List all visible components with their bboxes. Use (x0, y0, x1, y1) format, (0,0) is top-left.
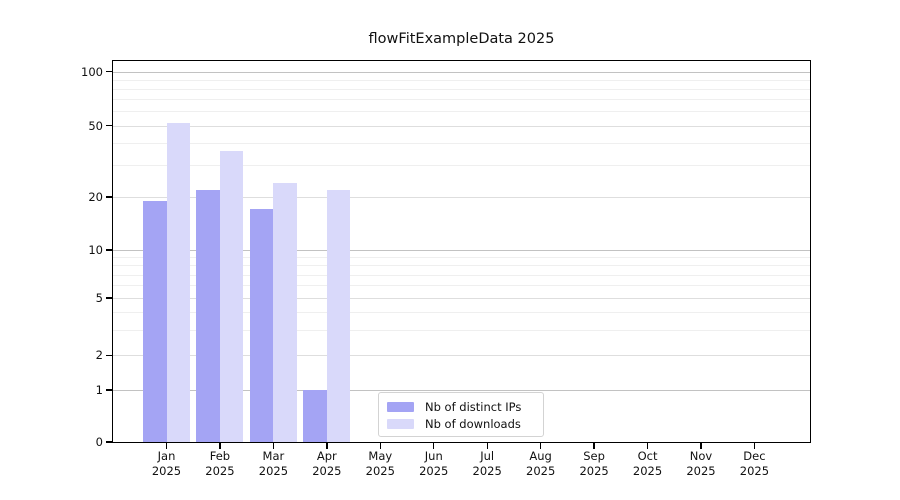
x-tick-apr (326, 443, 328, 449)
x-tick-mar (272, 443, 275, 449)
y-tick-10 (106, 249, 112, 251)
gridline-minor (113, 265, 810, 267)
x-tick-label-nov: Nov 2025 (686, 449, 716, 478)
legend: Nb of distinct IPs Nb of downloads (378, 392, 544, 437)
bar-jan-downloads (166, 122, 190, 442)
x-tick-nov (700, 443, 702, 449)
x-tick-label-may: May 2025 (365, 449, 395, 478)
y-tick-label-1: 1 (95, 382, 103, 397)
y-tick-20 (106, 196, 112, 198)
x-tick-label-aug: Aug 2025 (526, 449, 556, 478)
legend-swatch-distinct-ips (387, 401, 414, 412)
x-tick-may (379, 443, 381, 449)
y-tick-50 (106, 124, 112, 127)
y-tick-100 (106, 70, 112, 73)
y-tick-label-2: 2 (95, 348, 103, 363)
x-tick-feb (219, 443, 221, 449)
x-tick-label-apr: Apr 2025 (312, 449, 342, 478)
gridline-50 (113, 125, 810, 127)
x-tick-label-feb: Feb 2025 (205, 449, 235, 478)
plot-area (112, 60, 811, 443)
gridline-100 (113, 71, 810, 73)
gridline-1 (113, 389, 810, 391)
x-tick-label-oct: Oct 2025 (632, 449, 663, 478)
y-tick-label-0: 0 (95, 435, 103, 449)
bar-feb-downloads (219, 151, 244, 442)
legend-label-distinct-ips: Nb of distinct IPs (425, 399, 522, 414)
y-tick-5 (106, 297, 112, 299)
legend-entry-downloads: Nb of downloads (387, 416, 534, 432)
gridline-5 (113, 298, 810, 300)
y-tick-label-100: 100 (81, 64, 103, 79)
gridline-minor (113, 79, 810, 81)
x-tick-label-dec: Dec 2025 (739, 449, 770, 478)
gridline-minor (113, 274, 810, 276)
x-tick-label-jul: Jul 2025 (472, 449, 502, 478)
chart-title: flowFitExampleData 2025 (368, 31, 555, 47)
legend-swatch-downloads (387, 418, 414, 429)
legend-label-downloads: Nb of downloads (425, 416, 521, 431)
gridline-minor (113, 89, 810, 91)
bar-apr-downloads (326, 189, 351, 442)
gridline-minor (113, 143, 810, 145)
x-tick-dec (753, 443, 756, 449)
x-tick-sep (593, 443, 595, 449)
y-tick-2 (106, 354, 112, 357)
x-tick-jan (165, 443, 168, 449)
gridline-minor (113, 257, 810, 259)
y-tick-1 (106, 389, 112, 391)
gridline-minor (113, 285, 810, 287)
gridline-2 (113, 355, 810, 357)
x-tick-label-mar: Mar 2025 (258, 449, 289, 478)
y-tick-label-20: 20 (88, 189, 103, 204)
gridline-minor (113, 111, 810, 113)
bar-mar-downloads (273, 182, 297, 442)
gridline-20 (113, 196, 810, 198)
x-tick-jun (433, 443, 435, 449)
x-tick-aug (539, 443, 542, 449)
bar-feb-distinct-ips (196, 189, 220, 442)
y-tick-0 (106, 441, 112, 443)
x-tick-oct (646, 443, 649, 449)
gridline-minor (113, 165, 810, 167)
x-tick-label-jan: Jan 2025 (151, 449, 182, 478)
bar-mar-distinct-ips (249, 209, 274, 442)
x-tick-jul (486, 443, 488, 449)
gridline-minor (113, 330, 810, 332)
bar-apr-distinct-ips (303, 389, 327, 442)
gridline-minor (113, 312, 810, 314)
y-tick-label-5: 5 (95, 291, 103, 306)
legend-entry-distinct-ips: Nb of distinct IPs (387, 399, 534, 415)
gridline-minor (113, 99, 810, 101)
bar-jan-distinct-ips (143, 200, 167, 442)
y-tick-label-50: 50 (88, 118, 103, 133)
gridline-10 (113, 249, 810, 251)
x-tick-label-sep: Sep 2025 (579, 449, 609, 478)
x-tick-label-jun: Jun 2025 (419, 449, 449, 478)
y-tick-label-10: 10 (88, 242, 103, 257)
